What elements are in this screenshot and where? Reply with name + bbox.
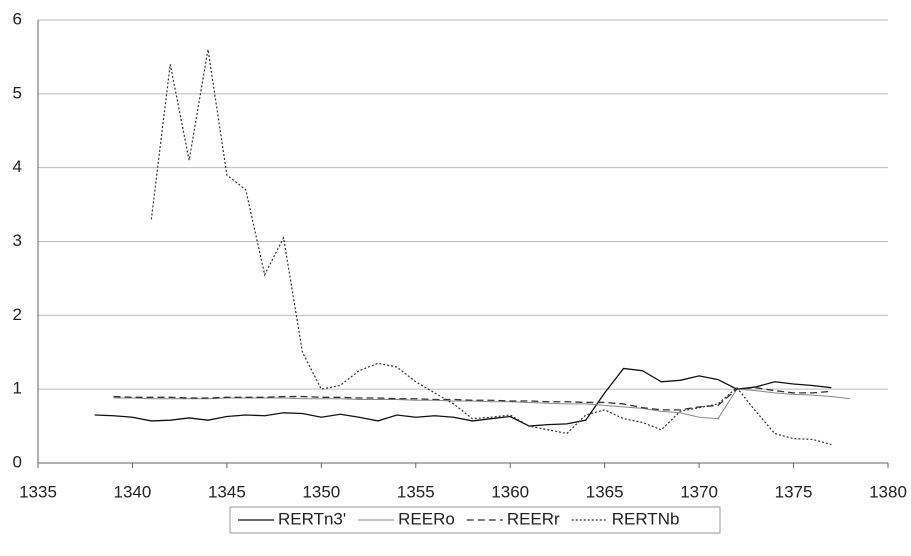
- y-tick-label: 6: [13, 9, 22, 28]
- x-tick-label: 1365: [586, 482, 624, 501]
- y-tick-label: 3: [13, 231, 22, 250]
- legend-label: REERr: [507, 509, 560, 528]
- x-tick-label: 1355: [397, 482, 435, 501]
- x-tick-label: 1340: [114, 482, 152, 501]
- y-tick-label: 4: [13, 157, 22, 176]
- legend-label: RERTn3': [278, 509, 346, 528]
- y-tick-label: 1: [13, 379, 22, 398]
- series-line: [113, 388, 851, 420]
- y-tick-label: 5: [13, 83, 22, 102]
- y-tick-label: 2: [13, 305, 22, 324]
- x-tick-label: 1380: [869, 482, 907, 501]
- legend-box: [229, 506, 721, 534]
- x-tick-label: 1370: [680, 482, 718, 501]
- x-tick-label: 1335: [19, 482, 57, 501]
- series-line: [113, 387, 832, 411]
- series-line: [94, 367, 832, 427]
- y-tick-label: 0: [13, 452, 22, 471]
- x-tick-label: 1350: [302, 482, 340, 501]
- legend-label: RERTNb: [612, 509, 680, 528]
- x-tick-label: 1345: [208, 482, 246, 501]
- legend-label: REERo: [398, 509, 455, 528]
- series-line: [150, 49, 832, 446]
- x-tick-label: 1375: [775, 482, 813, 501]
- x-tick-label: 1360: [491, 482, 529, 501]
